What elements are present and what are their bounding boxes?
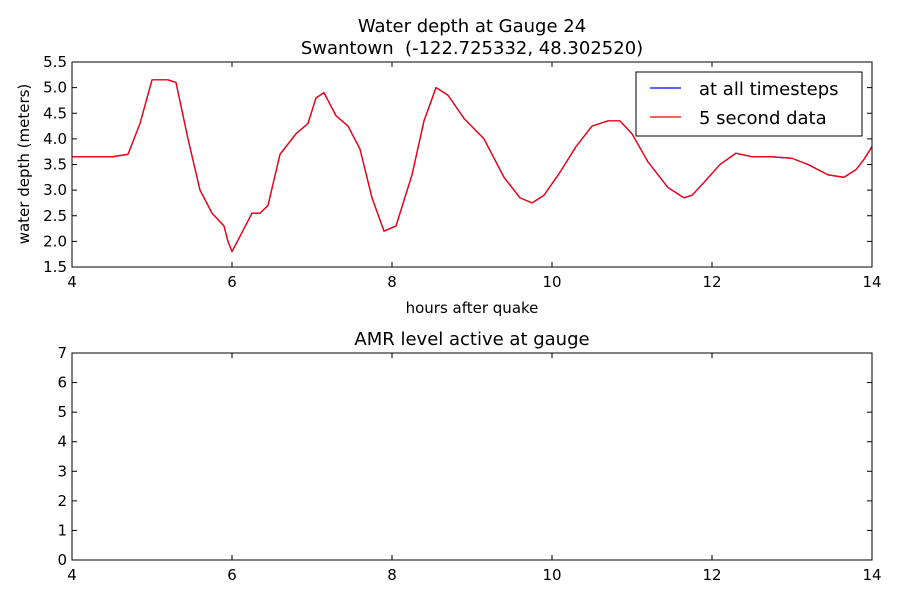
depth-xtick-label: 8: [387, 273, 397, 291]
amr-ytick-label: 2: [57, 492, 67, 510]
amr-xtick-label: 12: [702, 566, 721, 584]
amr-ytick-label: 1: [57, 521, 67, 539]
depth-xtick-label: 10: [542, 273, 561, 291]
amr-plot-frame: [71, 352, 873, 561]
amr-xtick-label: 10: [542, 566, 561, 584]
amr-xtick-label: 14: [862, 566, 881, 584]
depth-ytick-label: 4.5: [43, 104, 67, 122]
amr-ytick-label: 4: [57, 433, 67, 451]
legend: at all timesteps 5 second data: [635, 71, 863, 137]
amr-ytick-label: 5: [57, 403, 67, 421]
amr-ytick-label: 7: [57, 344, 67, 362]
depth-xtick-label: 6: [227, 273, 237, 291]
depth-chart: Water depth at Gauge 24 Swantown (-122.7…: [15, 16, 882, 317]
legend-label-5-second: 5 second data: [699, 108, 827, 129]
depth-ytick-label: 4.0: [43, 130, 67, 148]
depth-y-ticks: 1.5 2.0 2.5 3.0 3.5 4.0 4.5 5.0 5.5: [43, 53, 872, 276]
depth-xtick-label: 12: [702, 273, 721, 291]
depth-ytick-label: 1.5: [43, 258, 67, 276]
depth-ytick-label: 3.5: [43, 156, 67, 174]
legend-box: [635, 71, 863, 137]
amr-y-ticks: 0 1 2 3 4 5 6 7: [57, 344, 872, 569]
legend-label-all-timesteps: at all timesteps: [699, 79, 839, 100]
depth-series: [72, 79, 873, 253]
amr-chart-title: AMR level active at gauge: [354, 329, 589, 350]
depth-ytick-label: 3.0: [43, 181, 67, 199]
depth-x-ticks: 4 6 8 10 12 14: [67, 62, 882, 291]
amr-ytick-label: 3: [57, 462, 67, 480]
amr-xtick-label: 8: [387, 566, 397, 584]
depth-chart-title: Water depth at Gauge 24: [358, 16, 586, 37]
depth-ytick-label: 2.5: [43, 207, 67, 225]
series-line-5-second-data: [72, 79, 873, 253]
depth-chart-ylabel: water depth (meters): [15, 84, 33, 245]
depth-xtick-label: 14: [862, 273, 881, 291]
depth-plot-frame: [71, 61, 873, 268]
amr-ytick-label: 6: [57, 374, 67, 392]
amr-xtick-label: 4: [67, 566, 77, 584]
depth-ytick-label: 5.0: [43, 79, 67, 97]
depth-chart-subtitle: Swantown (-122.725332, 48.302520): [301, 38, 643, 59]
amr-x-ticks: 4 6 8 10 12 14: [67, 353, 882, 584]
depth-ytick-label: 2.0: [43, 232, 67, 250]
depth-ytick-label: 5.5: [43, 53, 67, 71]
amr-xtick-label: 6: [227, 566, 237, 584]
amr-ytick-label: 0: [57, 551, 67, 569]
depth-xtick-label: 4: [67, 273, 77, 291]
depth-chart-xlabel: hours after quake: [406, 299, 539, 317]
